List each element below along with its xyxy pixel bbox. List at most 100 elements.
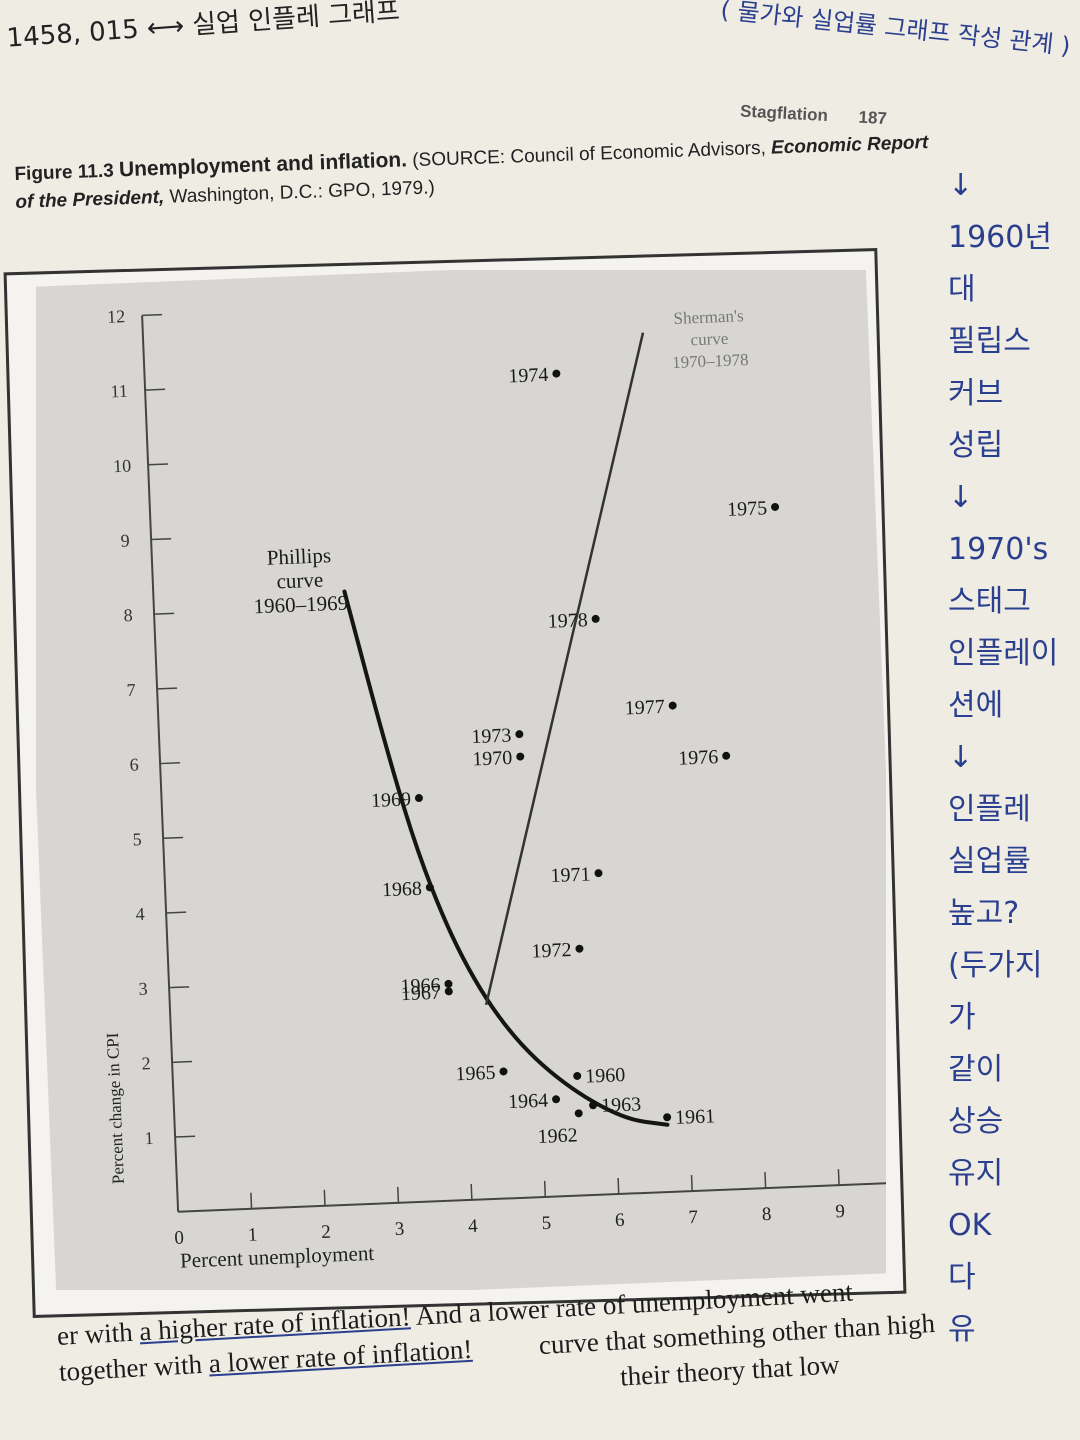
data-point-label: 1965 <box>455 1062 496 1086</box>
x-tick-label: 0 <box>174 1227 184 1248</box>
unemployment-inflation-chart: 012345678910123456789101112 Phillipscurv… <box>36 270 886 1290</box>
y-tick-label: 9 <box>120 530 130 550</box>
handwritten-note-top-left: 1458, 015 ⟷ 실업 인플레 그래프 <box>5 0 401 54</box>
margin-note-line: 필립스 <box>948 324 1031 359</box>
data-point-1969 <box>414 794 423 803</box>
margin-note-line: 같이 <box>948 1052 1004 1087</box>
shermans-curve-label: curve <box>690 329 728 350</box>
data-point-label: 1973 <box>471 725 512 749</box>
data-point-1963 <box>589 1101 598 1110</box>
handwritten-margin-notes: ↓ 1960년대 필립스 커브 성립 ↓ 1970's 스태그 인플레이 션에 ↓ 인플레 실업률 높고?… <box>948 160 1078 1356</box>
data-point-1970 <box>516 752 525 761</box>
data-point-label: 1970 <box>472 747 513 771</box>
figure-label: Figure 11.3 <box>14 160 115 185</box>
margin-note-line: 인플레이 <box>948 636 1059 671</box>
phillips-curve-label: curve <box>276 568 324 594</box>
y-tick-mark <box>163 836 184 840</box>
x-tick-mark <box>543 1180 547 1197</box>
page-number: 187 <box>858 107 888 129</box>
margin-note-line: 가 <box>948 1000 976 1035</box>
plot-background <box>36 270 886 1290</box>
data-point-label: 1962 <box>537 1124 578 1148</box>
phillips-curve-label: 1960–1969 <box>253 591 348 619</box>
y-tick-label: 10 <box>113 455 132 476</box>
x-tick-label: 5 <box>541 1213 551 1234</box>
shermans-curve-label: Sherman's <box>673 306 744 328</box>
y-tick-mark <box>154 612 175 615</box>
data-point-1961 <box>663 1113 672 1122</box>
margin-note-line: ↓ <box>948 740 974 775</box>
x-tick-mark <box>837 1169 840 1186</box>
y-tick-mark <box>172 1060 193 1064</box>
data-point-1964 <box>552 1095 561 1104</box>
data-point-1972 <box>575 944 584 953</box>
margin-note-line: 높고? <box>948 896 1020 931</box>
x-tick-label: 8 <box>762 1204 772 1225</box>
data-point-1971 <box>594 869 603 878</box>
y-tick-label: 2 <box>141 1053 151 1073</box>
data-point-label: 1974 <box>508 364 549 388</box>
y-tick-mark <box>175 1135 196 1138</box>
x-tick-label: 9 <box>835 1201 845 1222</box>
margin-note-line: 다 <box>948 1260 976 1295</box>
data-point-label: 1972 <box>531 939 572 963</box>
x-tick-mark <box>690 1175 693 1192</box>
margin-note-line: 성립 <box>948 428 1004 463</box>
y-tick-mark <box>148 463 169 466</box>
data-point-1975 <box>771 502 780 511</box>
y-tick-label: 7 <box>126 680 136 700</box>
y-tick-label: 8 <box>123 605 133 625</box>
data-point-label: 1971 <box>550 863 591 887</box>
data-point-label: 1963 <box>601 1093 642 1117</box>
data-point-label: 1968 <box>382 878 423 902</box>
data-point-label: 1977 <box>624 696 665 720</box>
x-tick-label: 3 <box>394 1219 404 1240</box>
margin-note-line: ↓ <box>948 480 974 515</box>
body-text-fragment: er with <box>56 1316 134 1351</box>
y-tick-mark <box>160 762 181 765</box>
data-point-1978 <box>591 614 600 623</box>
y-tick-mark <box>151 537 172 541</box>
y-tick-label: 5 <box>132 829 142 849</box>
margin-note-line: 인플레 <box>948 792 1031 827</box>
shermans-curve-line <box>484 332 645 1006</box>
margin-note-line: 1970's <box>948 532 1049 567</box>
data-point-1960 <box>573 1071 582 1080</box>
data-point-label: 1969 <box>371 788 412 812</box>
chart-axes: 012345678910123456789101112 <box>107 306 886 1249</box>
margin-note-line: ↓ <box>948 168 974 203</box>
data-point-1973 <box>515 730 524 739</box>
data-point-label: 1976 <box>678 746 719 770</box>
x-tick-mark <box>617 1177 620 1195</box>
handwritten-note-top-right: ( 물가와 실업률 그래프 작성 관계 ) <box>719 0 1072 61</box>
data-point-1974 <box>552 369 561 378</box>
x-tick-mark <box>764 1172 767 1189</box>
margin-note-line: 1960년대 <box>948 220 1052 307</box>
figure-caption: Figure 11.3 Unemployment and inflation. … <box>14 128 935 217</box>
data-point-label: 1966 <box>400 974 441 998</box>
data-point-1976 <box>722 751 731 760</box>
chart-curves: Phillipscurve1960–1969Sherman'scurve1970… <box>253 306 749 1127</box>
figure-source: (SOURCE: Council of Economic Advisors, <box>411 137 767 172</box>
body-text-fragment: together with <box>58 1348 203 1387</box>
y-tick-mark <box>157 687 178 690</box>
data-point-1966 <box>444 979 453 988</box>
phillips-curve-line <box>342 589 670 1127</box>
data-point-1967 <box>444 987 453 996</box>
figure-source-end: Washington, D.C.: GPO, 1979.) <box>169 177 436 208</box>
y-tick-label: 4 <box>135 904 145 924</box>
y-tick-label: 11 <box>110 381 128 402</box>
x-tick-mark <box>323 1189 326 1206</box>
data-point-label: 1975 <box>727 497 768 521</box>
data-point-1977 <box>668 701 677 710</box>
y-tick-label: 3 <box>138 979 148 999</box>
margin-note-line: OK <box>948 1208 992 1243</box>
data-point-1968 <box>425 883 434 892</box>
y-tick-mark <box>145 388 166 391</box>
shermans-curve-label: 1970–1978 <box>672 350 749 372</box>
y-tick-mark <box>169 986 190 989</box>
margin-note-line: 유지 <box>948 1156 1004 1191</box>
data-point-1962 <box>574 1109 583 1118</box>
y-tick-mark <box>142 313 163 317</box>
data-point-1965 <box>499 1067 508 1076</box>
